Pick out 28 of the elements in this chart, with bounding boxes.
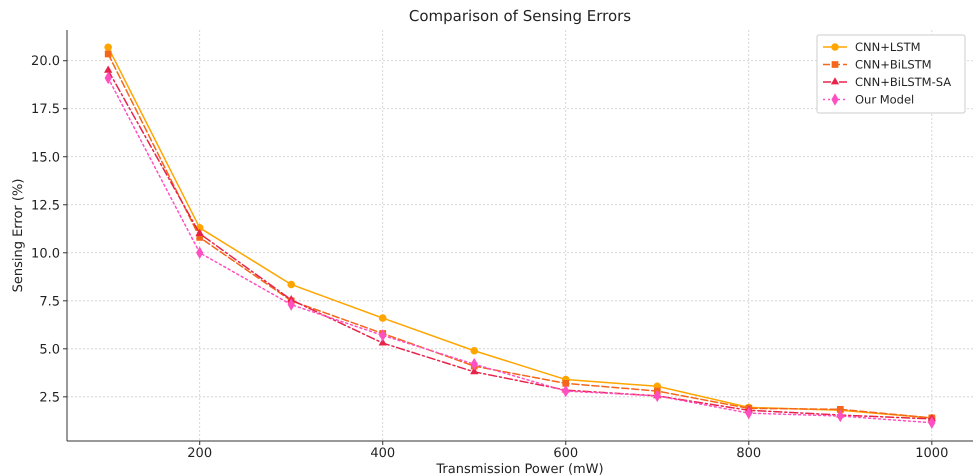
legend-label: Our Model bbox=[855, 92, 914, 106]
point bbox=[378, 314, 387, 322]
point bbox=[196, 228, 204, 236]
point bbox=[562, 380, 570, 387]
y-tick-label: 15.0 bbox=[31, 150, 60, 166]
y-tick-label: 5.0 bbox=[39, 342, 60, 358]
point bbox=[104, 66, 112, 73]
x-tick-label: 400 bbox=[370, 446, 396, 461]
y-tick-label: 12.5 bbox=[31, 198, 60, 214]
y-tick-label: 2.5 bbox=[39, 390, 60, 406]
y-tick-label: 7.5 bbox=[39, 294, 60, 310]
y-tick-label: 20.0 bbox=[31, 54, 60, 70]
legend-label: CNN+LSTM bbox=[855, 40, 921, 54]
x-tick-label: 800 bbox=[736, 446, 762, 461]
y-axis-title: Sensing Error (%) bbox=[11, 178, 26, 292]
legend-label: CNN+BiLSTM bbox=[855, 58, 932, 72]
chart-title: Comparison of Sensing Errors bbox=[408, 7, 632, 25]
legend-label: CNN+BiLSTM-SA bbox=[855, 75, 952, 89]
x-axis-title: Transmission Power (mW) bbox=[435, 462, 604, 475]
y-tick-label: 17.5 bbox=[31, 102, 60, 118]
y-tick-label: 10.0 bbox=[31, 246, 60, 262]
point bbox=[104, 50, 112, 58]
x-tick-label: 1000 bbox=[915, 446, 948, 461]
point bbox=[470, 346, 478, 355]
x-tick-label: 200 bbox=[187, 446, 212, 461]
x-tick-label: 600 bbox=[553, 446, 578, 461]
point bbox=[287, 280, 295, 288]
point bbox=[104, 44, 112, 52]
